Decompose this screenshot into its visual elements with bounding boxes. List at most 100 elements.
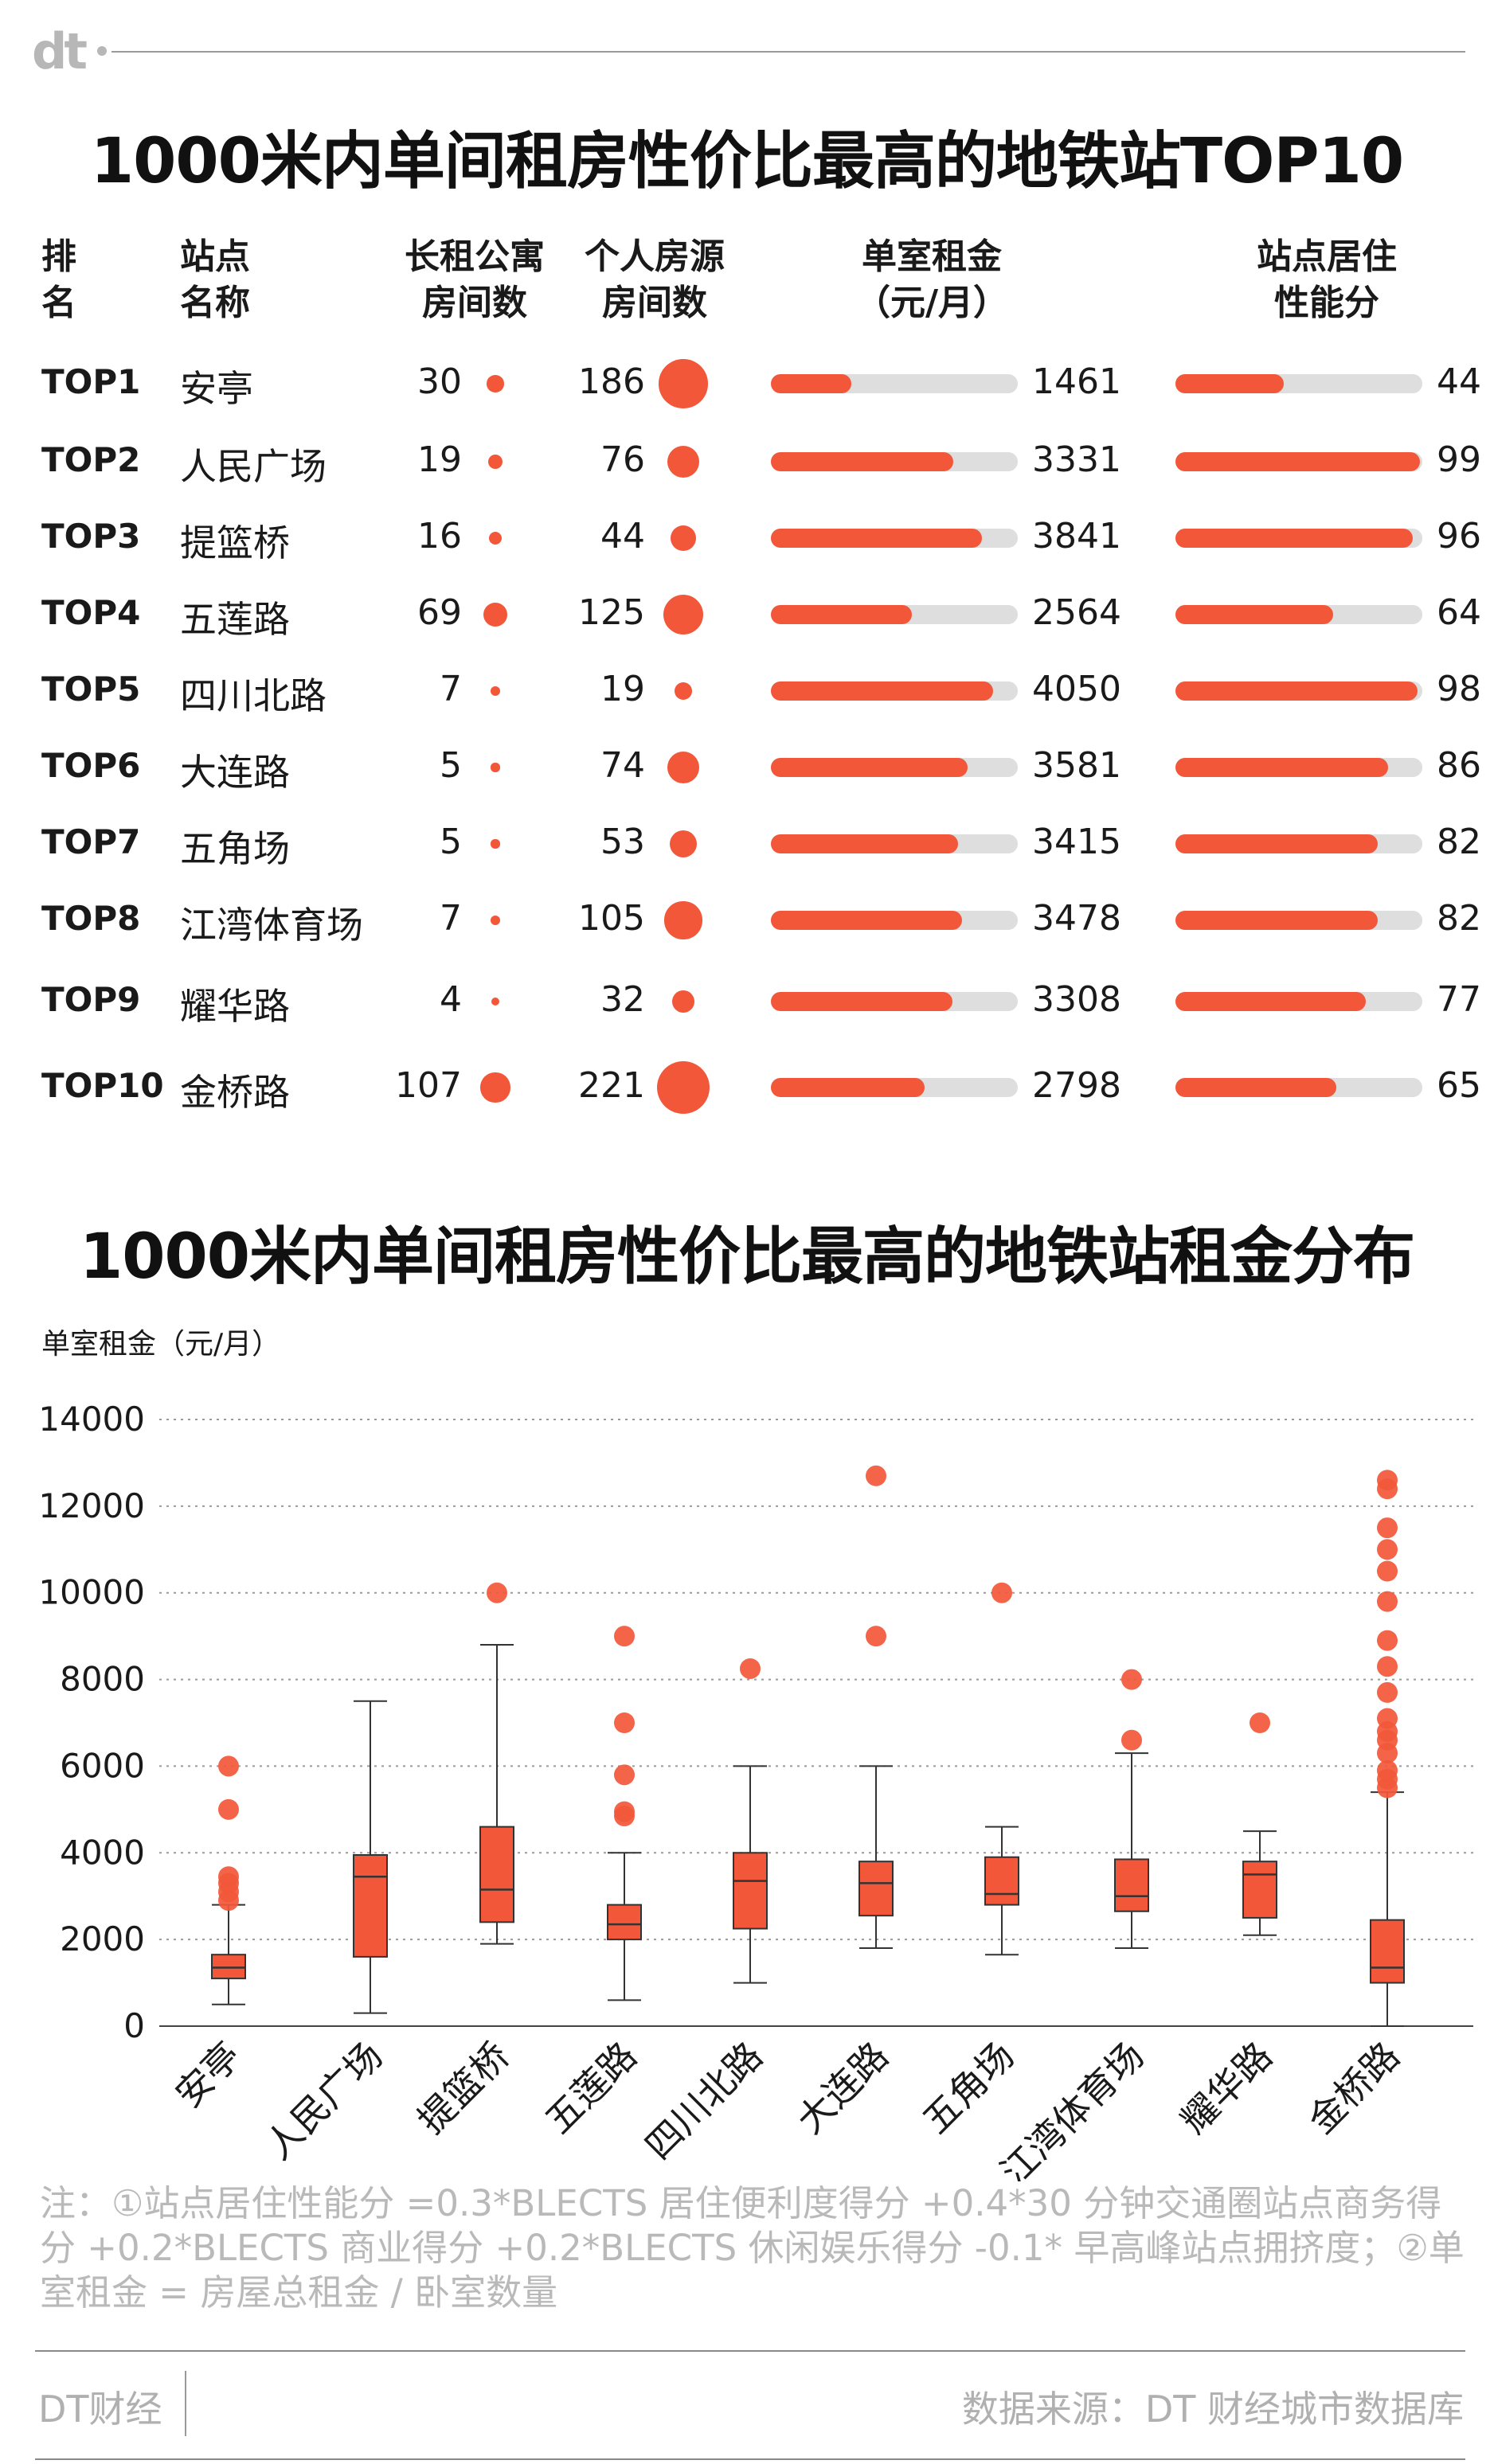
outlier-point: [1377, 1656, 1398, 1677]
score-bar-fill: [1175, 605, 1334, 624]
apartments-dot: [480, 1072, 510, 1103]
box-iqr: [211, 1954, 246, 1980]
header-station-line1: 站点: [180, 236, 250, 277]
row-personal: 125: [578, 592, 645, 633]
logo-dot: [97, 46, 107, 56]
apartments-dot: [491, 997, 500, 1006]
score-bar-track: [1175, 681, 1422, 701]
y-tick-label: 10000: [38, 1573, 145, 1612]
row-rent: 2564: [1032, 592, 1121, 633]
apartments-dot: [491, 763, 500, 772]
rent-bar-fill: [771, 911, 962, 930]
row-station: 人民广场: [180, 445, 327, 488]
personal-dot: [671, 525, 696, 551]
box-iqr: [479, 1826, 514, 1923]
row-personal: 74: [600, 745, 645, 786]
top-divider: [111, 51, 1465, 53]
outlier-point: [218, 1866, 239, 1888]
box-iqr: [984, 1856, 1019, 1906]
outlier-point: [1377, 1539, 1398, 1560]
row-station: 五角场: [180, 827, 290, 870]
row-rank: TOP10: [41, 1066, 164, 1105]
row-personal: 32: [600, 979, 645, 1020]
rent-bar-fill: [771, 605, 912, 624]
apartments-dot: [483, 602, 508, 627]
header-score-line2: 性能分: [1274, 283, 1379, 323]
header-rank-line1: 排: [41, 236, 76, 277]
footer-separator: [185, 2371, 186, 2436]
row-apartments: 107: [395, 1065, 462, 1106]
personal-dot: [659, 359, 708, 408]
row-score: 44: [1437, 361, 1481, 402]
row-rent: 1461: [1032, 361, 1121, 402]
rent-bar-track: [771, 911, 1018, 930]
y-tick-label: 4000: [60, 1833, 145, 1872]
footer-brand: DT财经: [38, 2388, 162, 2431]
outlier-point: [487, 1582, 507, 1603]
header-station-line2: 名称: [180, 283, 250, 323]
row-rent: 4050: [1032, 669, 1121, 709]
outlier-point: [1377, 1560, 1398, 1582]
row-score: 65: [1437, 1065, 1481, 1106]
x-category-label: 江湾体育场: [992, 2034, 1152, 2181]
x-category-label: 人民广场: [256, 2034, 390, 2168]
apartments-dot: [491, 839, 500, 849]
table-title: 1000米内单间租房性价比最高的地铁站TOP10: [90, 126, 1404, 197]
rent-bar-fill: [771, 1078, 925, 1097]
row-rent: 3841: [1032, 516, 1121, 556]
outlier-point: [1377, 1681, 1398, 1703]
outlier-point: [614, 1764, 635, 1786]
rent-bar-fill: [771, 834, 959, 853]
rent-bar-track: [771, 992, 1018, 1011]
rent-bar-track: [771, 605, 1018, 624]
row-rent: 3415: [1032, 822, 1121, 862]
header-rent-line1: 单室租金: [862, 236, 1002, 277]
row-apartments: 7: [440, 898, 462, 939]
row-score: 82: [1437, 822, 1481, 862]
apartments-dot: [487, 375, 504, 392]
row-rank: TOP4: [41, 593, 141, 632]
y-tick-label: 0: [123, 2006, 145, 2045]
row-rank: TOP3: [41, 517, 141, 556]
row-personal: 76: [600, 439, 645, 480]
row-personal: 53: [600, 822, 645, 862]
header-apartments-line2: 房间数: [422, 283, 527, 323]
row-station: 耀华路: [180, 985, 290, 1028]
header-apartments-line1: 长租公寓: [405, 236, 545, 277]
score-bar-track: [1175, 1078, 1422, 1097]
rent-bar-fill: [771, 374, 851, 393]
row-rent: 3581: [1032, 745, 1121, 786]
header-apartments: 长租公寓 房间数: [395, 234, 554, 326]
rent-bar-track: [771, 681, 1018, 701]
row-rank: TOP9: [41, 980, 141, 1019]
rent-bar-fill: [771, 992, 952, 1011]
outlier-point: [614, 1626, 635, 1647]
outlier-point: [866, 1626, 886, 1647]
x-category-label: 大连路: [788, 2034, 897, 2142]
rent-boxplot: 单室租金（元/月） 0 2000 4000 6000 8000 10000 12000 1400…: [38, 1328, 1473, 2181]
row-score: 98: [1437, 669, 1481, 709]
score-bar-fill: [1175, 1078, 1336, 1097]
footer-source: 数据来源：DT 财经城市数据库: [961, 2388, 1464, 2431]
outlier-point: [1377, 1470, 1398, 1491]
row-apartments: 19: [417, 439, 462, 480]
row-station: 五莲路: [180, 598, 290, 641]
rent-bar-track: [771, 758, 1018, 777]
row-rent: 2798: [1032, 1065, 1121, 1106]
box-iqr: [1242, 1861, 1277, 1919]
row-score: 96: [1437, 516, 1481, 556]
rent-bar-track: [771, 834, 1018, 853]
methodology-note: 注：①站点居住性能分 =0.3*BLECTS 居住便利度得分 +0.4*30 分…: [40, 2182, 1465, 2314]
outlier-point: [740, 1658, 761, 1679]
row-apartments: 30: [417, 361, 462, 402]
personal-dot: [667, 445, 700, 478]
apartments-dot: [490, 915, 501, 926]
outlier-point: [218, 1798, 239, 1820]
header-rank-line2: 名: [41, 283, 76, 323]
rent-bar-track: [771, 374, 1018, 393]
score-bar-fill: [1175, 911, 1379, 930]
row-personal: 19: [600, 669, 645, 709]
outlier-point: [1250, 1712, 1270, 1733]
score-bar-fill: [1175, 452, 1420, 471]
score-bar-fill: [1175, 834, 1379, 853]
